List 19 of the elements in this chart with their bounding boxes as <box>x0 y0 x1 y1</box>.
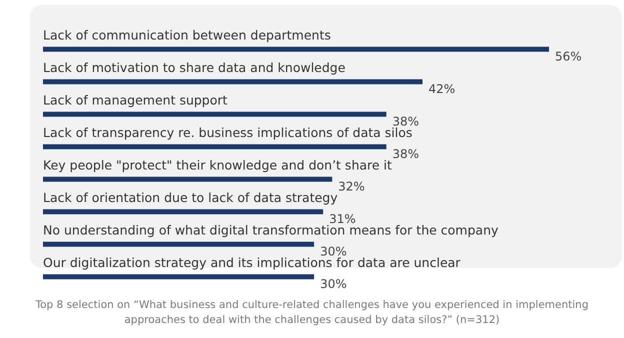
bar <box>43 274 314 280</box>
bar <box>43 242 314 247</box>
bar <box>43 144 386 150</box>
data-label: 42% <box>428 82 456 96</box>
data-label: 38% <box>392 146 420 161</box>
y-tick-label: Lack of orientation due to lack of data strategy <box>43 190 338 205</box>
bar <box>43 176 332 182</box>
data-label: 30% <box>320 276 347 291</box>
y-tick-label: Key people "protect" their knowledge and don’t share it <box>43 157 392 172</box>
y-tick-label: Lack of communication between departments <box>43 27 331 42</box>
bar <box>43 46 549 52</box>
y-tick-label: Lack of motivation to share data and knowledge <box>43 60 346 75</box>
data-label: 56% <box>555 49 582 64</box>
bar <box>43 209 324 214</box>
bar <box>43 79 422 84</box>
text: Top 8 selection on “What business and culture-related challenges have you experienced in implementing approaches to deal with the challenges caused by data silos?” (n=312) <box>34 298 590 328</box>
y-tick-label: Lack of management support <box>43 92 228 108</box>
bar <box>43 112 386 117</box>
data-label: 32% <box>338 179 365 194</box>
